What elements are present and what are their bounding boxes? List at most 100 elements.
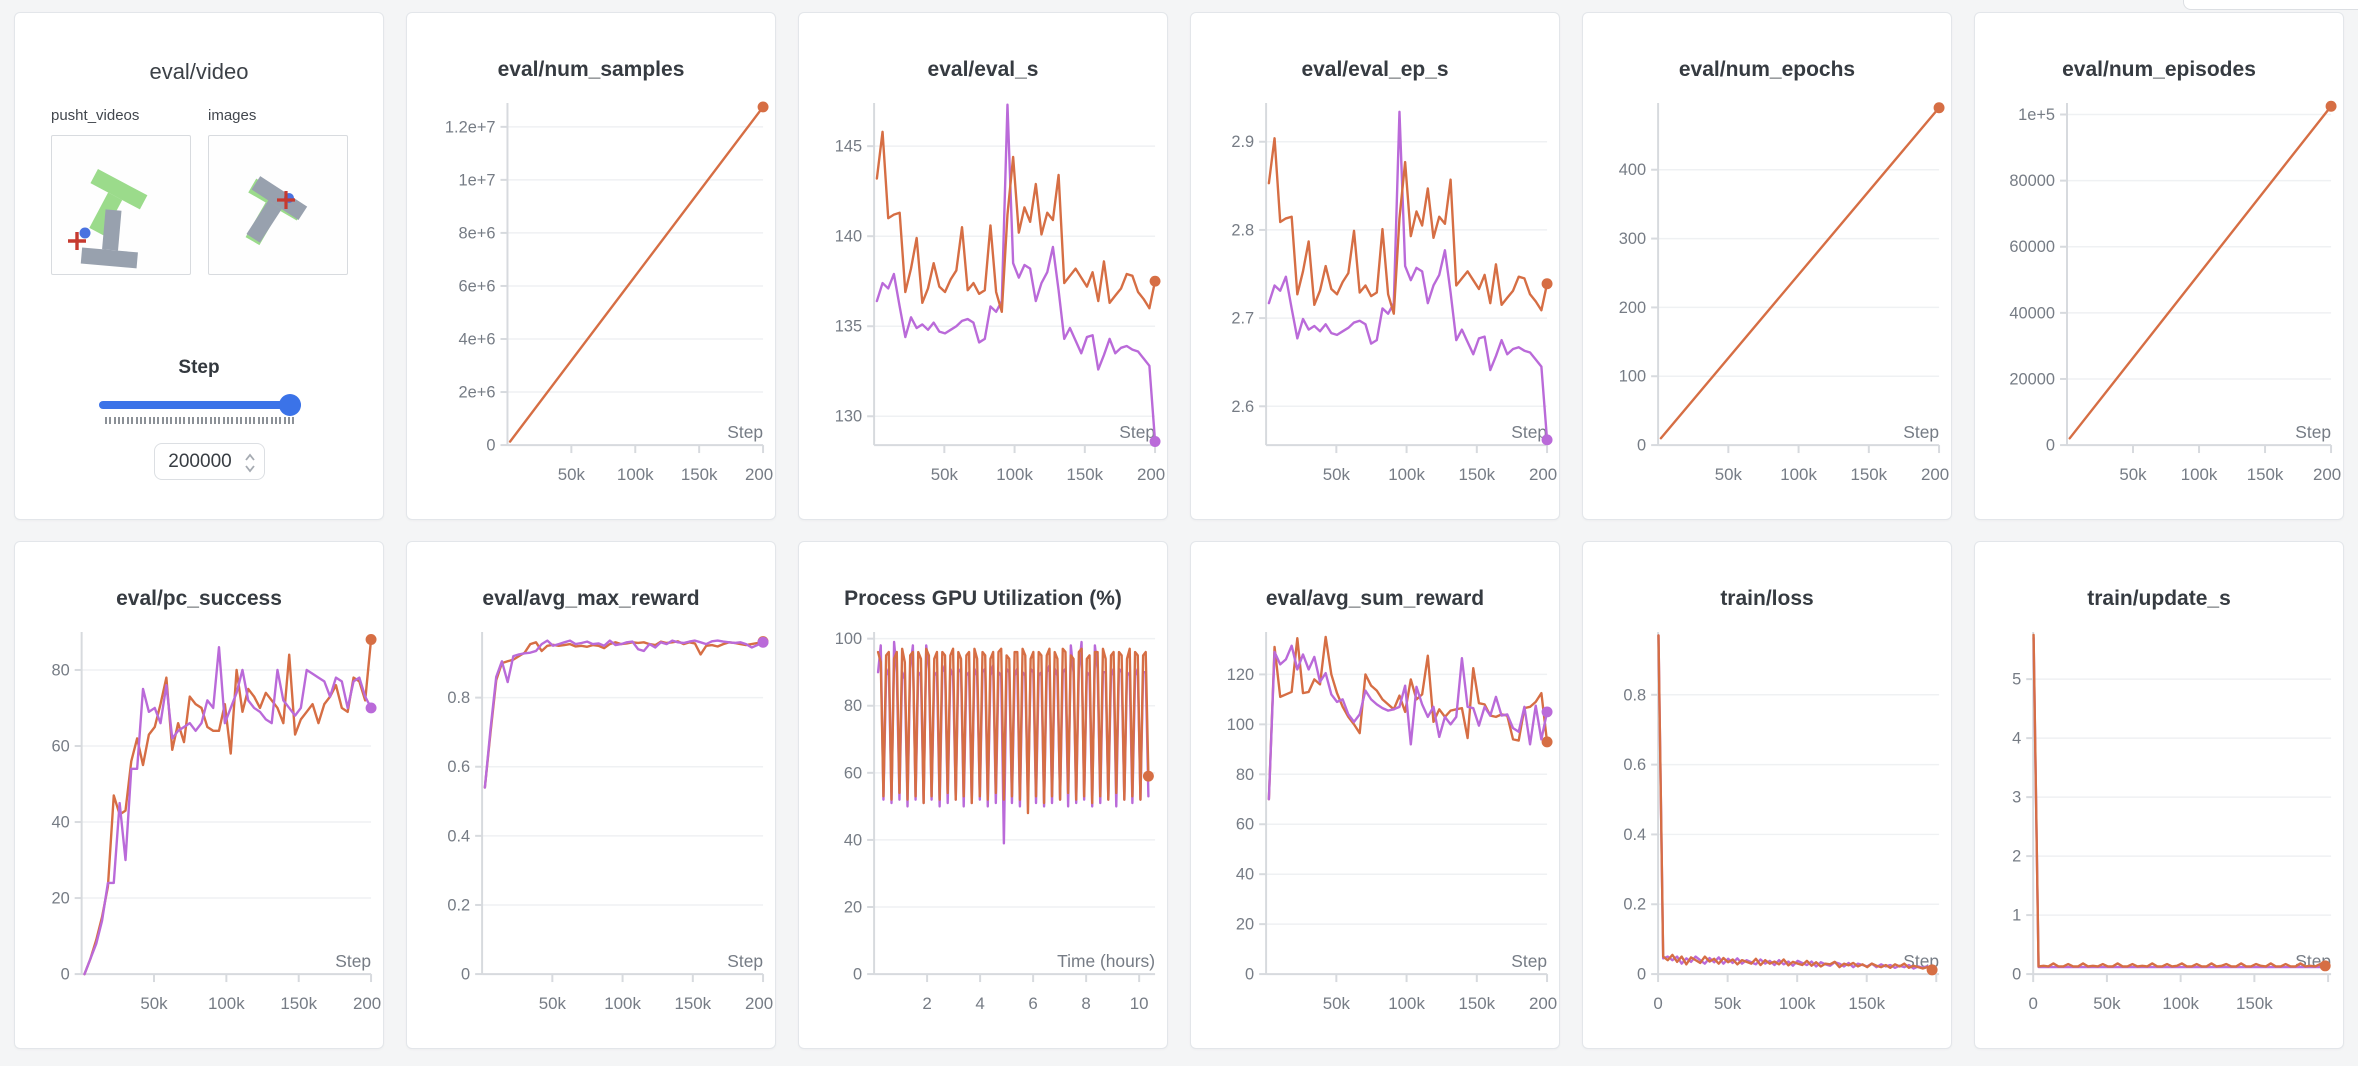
x-tick-label: 150k	[1848, 994, 1885, 1013]
chart-title: eval/num_episodes	[2062, 58, 2256, 81]
y-tick-label: 80	[844, 697, 862, 715]
panel-chart-eval-avg-sum-reward[interactable]: eval/avg_sum_reward 0 20 40 60 80 100 120 50k 100…	[1190, 541, 1560, 1049]
panel-chart-eval-eval-s[interactable]: eval/eval_s 130 135 140 145 50k 100k 150k 200 Ste…	[798, 12, 1168, 520]
step-input[interactable]	[159, 444, 241, 479]
slider-tick	[179, 417, 182, 424]
x-tick-label: 50k	[2093, 994, 2121, 1013]
slider-tick	[261, 417, 264, 424]
y-tick-label: 8e+6	[459, 224, 496, 242]
y-tick-label: 0	[853, 966, 862, 984]
x-tick-label: 50k	[539, 994, 567, 1013]
panel-eval-video[interactable]: eval/video pusht_videos images	[14, 12, 384, 520]
y-tick-label: 60	[844, 764, 862, 782]
x-tick-label: 50k	[1323, 465, 1351, 484]
x-tick-label: 100k	[1780, 465, 1817, 484]
y-tick-label: 2.6	[1231, 398, 1254, 416]
video-thumbnail-pusht[interactable]	[51, 135, 191, 275]
line-chart: 0 20 40 60 80 100 120 50k 100k 150k 200 Step	[1227, 631, 1557, 1013]
x-tick-label: 0	[2028, 994, 2037, 1013]
slider-tick	[148, 417, 151, 424]
x-tick-label: 200	[1529, 465, 1557, 484]
x-tick-label: 150k	[1458, 994, 1495, 1013]
panel-chart-eval-pc-success[interactable]: eval/pc_success 0 20 40 60 80 50k 100k 150k 200 St…	[14, 541, 384, 1049]
x-axis-label: Step	[1511, 951, 1547, 971]
panel-chart-train-loss[interactable]: train/loss 0 0.2 0.4 0.6 0.8 0 50k 100k 150k Step	[1582, 541, 1952, 1049]
y-tick-label: 145	[835, 138, 862, 156]
x-tick-label: 150k	[2236, 994, 2273, 1013]
series-line-orange-run	[875, 130, 1157, 314]
y-tick-label: 0.6	[1623, 756, 1646, 774]
step-slider-ticks	[105, 417, 295, 424]
x-axis-label: Time (hours)	[1057, 951, 1155, 971]
y-tick-label: 40	[844, 831, 862, 849]
x-tick-label: 100k	[996, 465, 1033, 484]
step-slider-label: Step	[178, 357, 220, 378]
series-line-purple-run	[483, 639, 765, 789]
series-line-purple-run	[875, 103, 1157, 443]
y-tick-label: 0	[2046, 437, 2055, 455]
slider-tick	[122, 417, 125, 424]
step-slider[interactable]	[99, 394, 301, 416]
series-end-dot-orange-run	[1926, 964, 1938, 976]
x-tick-label: 150k	[1066, 465, 1103, 484]
y-tick-label: 20	[51, 890, 69, 908]
slider-tick	[244, 417, 247, 424]
line-chart: 0 20 40 60 80 100 2 4 6 8 10 Time (hours)	[835, 630, 1156, 1013]
y-tick-label: 20	[1236, 916, 1254, 934]
slider-tick	[248, 417, 251, 424]
video-thumbnail-images[interactable]	[208, 135, 348, 275]
panel-chart-eval-eval-ep-s[interactable]: eval/eval_ep_s 2.6 2.7 2.8 2.9 50k 100k 150k 200…	[1190, 12, 1560, 520]
series-end-dot-purple-run	[757, 636, 769, 648]
slider-tick	[192, 417, 195, 424]
x-tick-label: 200	[1921, 465, 1949, 484]
slider-tick	[166, 417, 169, 424]
slider-tick	[135, 417, 138, 424]
line-chart: 0 0.2 0.4 0.6 0.8 50k 100k 150k 200 Step	[447, 631, 773, 1013]
chart-title: train/loss	[1720, 587, 1814, 610]
goal-cross	[68, 232, 86, 250]
x-tick-label: 200	[353, 994, 381, 1013]
panel-chart-eval-num-samples[interactable]: eval/num_samples 0 2e+6 4e+6 6e+6 8e+6 1e+7 1.2…	[406, 12, 776, 520]
y-tick-label: 1	[2012, 907, 2021, 925]
step-slider-thumb[interactable]	[279, 394, 301, 416]
y-tick-label: 4e+6	[459, 330, 496, 348]
y-tick-label: 400	[1619, 161, 1646, 179]
x-tick-label: 100k	[2181, 465, 2218, 484]
x-tick-label: 6	[1028, 994, 1037, 1013]
x-axis-label: Step	[727, 951, 763, 971]
slider-tick	[288, 417, 291, 424]
x-tick-label: 100k	[604, 994, 641, 1013]
x-axis-label: Step	[2295, 422, 2331, 442]
slider-tick	[205, 417, 208, 424]
x-axis-label: Step	[1511, 422, 1547, 442]
y-tick-label: 100	[1619, 368, 1646, 386]
x-tick-label: 50k	[558, 465, 586, 484]
y-tick-label: 40	[1236, 866, 1254, 884]
panel-chart-eval-num-episodes[interactable]: eval/num_episodes 0 20000 40000 60000 80000 1e…	[1974, 12, 2344, 520]
series-end-dot-orange-run	[1541, 736, 1553, 748]
y-tick-label: 0	[486, 437, 495, 455]
slider-tick	[279, 417, 282, 424]
y-tick-label: 5	[2012, 671, 2021, 689]
series-end-dot-orange-run	[1149, 275, 1161, 287]
x-tick-label: 50k	[140, 994, 168, 1013]
panel-chart-eval-avg-max-reward[interactable]: eval/avg_max_reward 0 0.2 0.4 0.6 0.8 50k 100k 1…	[406, 541, 776, 1049]
chart-title: Process GPU Utilization (%)	[844, 587, 1122, 610]
media-label-pusht-videos: pusht_videos	[51, 107, 140, 124]
line-chart: 2.6 2.7 2.8 2.9 50k 100k 150k 200 Step	[1231, 102, 1557, 484]
slider-tick	[200, 417, 203, 424]
slider-tick	[170, 417, 173, 424]
stepper-arrows-icon[interactable]	[244, 451, 256, 475]
x-tick-label: 50k	[2119, 465, 2147, 484]
series-line-purple-run	[2032, 636, 2327, 969]
panel-chart-process-gpu-utilization-[interactable]: Process GPU Utilization (%) 0 20 40 60 80 100 2…	[798, 541, 1168, 1049]
line-chart: 0 20 40 60 80 50k 100k 150k 200 Step	[51, 631, 381, 1013]
x-tick-label: 150k	[674, 994, 711, 1013]
y-tick-label: 80	[51, 661, 69, 679]
chart-title: eval/num_epochs	[1678, 58, 1856, 81]
panel-chart-eval-num-epochs[interactable]: eval/num_epochs 0 100 200 300 400 50k 100k 150k 2…	[1582, 12, 1952, 520]
x-tick-label: 50k	[1714, 994, 1742, 1013]
panel-chart-train-update-s[interactable]: train/update_s 0 1 2 3 4 5 0 50k 100k 150k Step	[1974, 541, 2344, 1049]
x-tick-label: 150k	[280, 994, 317, 1013]
step-value-box	[154, 443, 265, 480]
